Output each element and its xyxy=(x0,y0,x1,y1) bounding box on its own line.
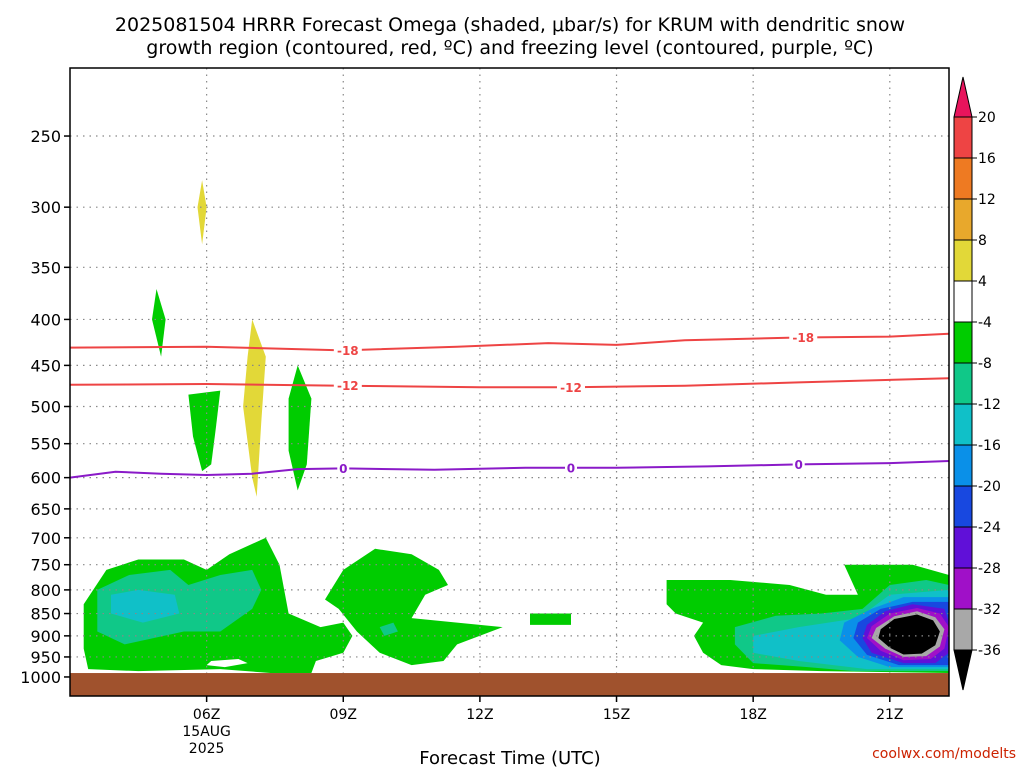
contour-label-2-0: 0 xyxy=(339,462,347,476)
contour-label-0-1: -18 xyxy=(792,331,814,345)
colorbar-box-10 xyxy=(953,526,973,569)
contour-label-1-1: -12 xyxy=(560,381,582,395)
omega-region-19 xyxy=(878,614,940,655)
colorbar-box-1 xyxy=(953,157,973,200)
omega-region-4 xyxy=(288,365,312,491)
colorbar-box-3 xyxy=(953,239,973,282)
omega-region-8 xyxy=(325,548,503,666)
temperature-contours: -18 -18 -12 -12 0 0 0 xyxy=(69,330,950,479)
y-tick-label-900: 900 xyxy=(30,627,61,646)
colorbar-box-7 xyxy=(953,403,973,446)
y-tick-label-950: 950 xyxy=(30,648,61,667)
contour-line-2 xyxy=(69,460,950,479)
y-tick-label-850: 850 xyxy=(30,605,61,624)
omega-region-6 xyxy=(97,569,262,645)
y-tick-label-350: 350 xyxy=(30,258,61,277)
colorbar-bottom-arrow xyxy=(953,649,973,691)
omega-region-10 xyxy=(530,613,571,625)
omega-region-0 xyxy=(152,289,166,357)
contour-label-bg-0-1 xyxy=(789,330,818,345)
colorbar-label-10: -24 xyxy=(978,520,1001,536)
x-axis-label: Forecast Time (UTC) xyxy=(419,748,600,768)
colorbar-label-1: 16 xyxy=(978,151,996,167)
contour-label-2-2: 0 xyxy=(795,458,803,472)
contour-label-bg-1-0 xyxy=(333,378,362,393)
colorbar-label-11: -28 xyxy=(978,561,1001,577)
y-tick-label-1000: 1000 xyxy=(20,668,61,687)
x-tick-label-18Z: 18Z xyxy=(739,707,766,723)
y-tick-label-750: 750 xyxy=(30,556,61,575)
contour-line-1 xyxy=(69,377,950,389)
y-tick-label-650: 650 xyxy=(30,500,61,519)
colorbar-box-5 xyxy=(953,321,973,364)
x-tick-label-15Z: 15Z xyxy=(603,707,630,723)
contour-label-bg-0-0 xyxy=(333,343,362,358)
colorbar-box-6 xyxy=(953,362,973,405)
y-tick-label-700: 700 xyxy=(30,529,61,548)
colorbar-label-5: -4 xyxy=(978,315,992,331)
contour-label-bg-2-2 xyxy=(792,457,805,472)
colorbar-box-2 xyxy=(953,198,973,241)
y-tick-label-250: 250 xyxy=(30,127,61,146)
chart-title-line1: 2025081504 HRRR Forecast Omega (shaded, … xyxy=(115,14,905,36)
x-tick-label-21Z: 21Z xyxy=(876,707,903,723)
credit-text: coolwx.com/modelts xyxy=(872,746,1016,762)
plot-area xyxy=(83,180,949,673)
contour-label-bg-2-0 xyxy=(337,461,350,476)
contour-label-bg-1-1 xyxy=(556,380,585,395)
colorbar-label-0: 20 xyxy=(978,110,996,126)
colorbar: 20 16 12 8 4 -4 -8 -12 -16 -20 -24 -28 -32 -36 xyxy=(953,76,1001,691)
colorbar-label-3: 8 xyxy=(978,233,987,249)
grid-lines xyxy=(70,68,949,696)
y-tick-label-800: 800 xyxy=(30,581,61,600)
contour-label-1-0: -12 xyxy=(337,379,359,393)
y-tick-label-600: 600 xyxy=(30,469,61,488)
chart-title-line2: growth region (contoured, red, ºC) and f… xyxy=(146,37,873,59)
contour-label-bg-2-1 xyxy=(564,460,577,475)
colorbar-box-0 xyxy=(953,116,973,159)
colorbar-box-12 xyxy=(953,608,973,651)
omega-region-7 xyxy=(111,589,180,623)
colorbar-label-2: 12 xyxy=(978,192,996,208)
x-tick-year-06Z: 2025 xyxy=(189,741,225,757)
colorbar-label-13: -36 xyxy=(978,643,1001,659)
colorbar-box-4 xyxy=(953,280,973,323)
y-axis-ticks: 250 300 350 400 450 500 550 600 650 700 750 800 850 9… xyxy=(20,127,70,687)
colorbar-label-8: -16 xyxy=(978,438,1001,454)
colorbar-box-11 xyxy=(953,567,973,610)
omega-region-2 xyxy=(197,180,207,245)
omega-region-1 xyxy=(188,390,221,472)
plot-frame xyxy=(69,67,950,697)
colorbar-top-arrow xyxy=(953,76,973,118)
y-tick-label-550: 550 xyxy=(30,435,61,454)
contour-line-0 xyxy=(69,332,950,352)
colorbar-label-7: -12 xyxy=(978,397,1001,413)
colorbar-label-9: -20 xyxy=(978,479,1001,495)
ground-surface xyxy=(70,673,949,696)
x-tick-sublabel-06Z: 15AUG xyxy=(182,724,231,740)
colorbar-label-4: 4 xyxy=(978,274,987,290)
colorbar-label-6: -8 xyxy=(978,356,992,372)
y-tick-label-500: 500 xyxy=(30,397,61,416)
x-tick-label-06Z: 06Z xyxy=(193,707,220,723)
colorbar-box-8 xyxy=(953,444,973,487)
y-tick-label-400: 400 xyxy=(30,310,61,329)
omega-region-3 xyxy=(243,319,266,497)
omega-region-20 xyxy=(206,659,248,668)
colorbar-box-9 xyxy=(953,485,973,528)
y-tick-label-450: 450 xyxy=(30,356,61,375)
x-tick-label-09Z: 09Z xyxy=(330,707,357,723)
y-tick-label-300: 300 xyxy=(30,198,61,217)
contour-label-2-1: 0 xyxy=(567,461,575,475)
colorbar-label-12: -32 xyxy=(978,602,1001,618)
contour-label-0-0: -18 xyxy=(337,344,359,358)
omega-region-9 xyxy=(379,622,398,636)
x-tick-label-12Z: 12Z xyxy=(466,707,493,723)
